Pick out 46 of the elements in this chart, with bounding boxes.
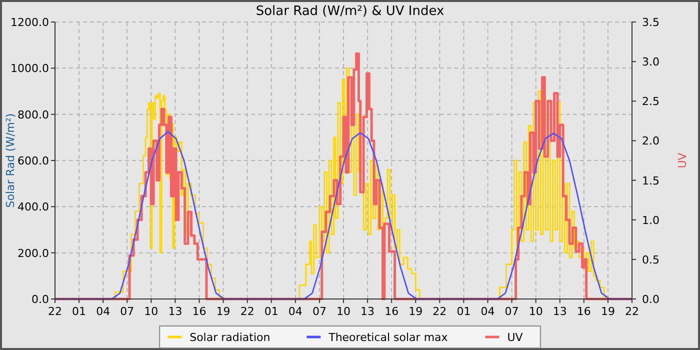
y2-tick-label: 0.5 [642,253,660,266]
y-tick-label: 1000.0 [10,62,49,76]
x-tick-label: 19 [216,305,230,318]
x-tick-label: 19 [600,305,615,318]
y2-tick-label: 1.0 [642,214,660,227]
x-tick-label: 16 [192,305,206,318]
legend-label: Theoretical solar max [328,331,448,344]
y2-tick-label: 3.0 [642,56,660,69]
y-tick-label: 0.0 [32,293,49,306]
y-tick-label: 400.0 [18,200,49,214]
x-tick-label: 10 [528,305,543,318]
x-tick-label: 04 [480,305,495,318]
legend-label: UV [507,331,524,344]
x-tick-label: 22 [625,305,639,318]
x-tick-label: 10 [144,305,158,318]
x-tick-label: 04 [288,305,302,318]
x-tick-label: 22 [48,305,62,318]
x-tick-label: 16 [384,305,399,318]
x-tick-label: 13 [360,305,375,318]
x-tick-label: 22 [432,305,447,318]
y2-tick-label: 3.5 [642,16,660,29]
y-tick-label: 800.0 [18,108,49,122]
y2-axis-title: UV [676,152,689,168]
x-tick-label: 01 [264,305,278,318]
y-tick-label: 600.0 [18,154,49,168]
x-tick-label: 01 [72,305,86,318]
y2-tick-label: 1.5 [642,174,660,188]
x-tick-label: 07 [312,305,326,318]
x-tick-label: 04 [96,305,110,318]
x-tick-label: 07 [120,305,134,318]
chart-title: Solar Rad (W/m²) & UV Index [256,4,444,19]
x-tick-label: 19 [408,305,423,318]
y-axis-title: Solar Rad (W/m²) [4,113,17,208]
y-tick-label: 1200.0 [10,16,49,29]
x-tick-label: 13 [552,305,567,318]
x-tick-label: 10 [336,305,350,318]
x-tick-label: 16 [576,305,591,318]
y-tick-label: 200.0 [18,246,49,260]
y2-tick-label: 0.0 [642,293,660,306]
legend-label: Solar radiation [190,331,270,344]
x-tick-label: 13 [168,305,182,318]
y2-tick-label: 2.0 [642,134,660,148]
x-tick-label: 07 [504,305,519,318]
y2-tick-label: 2.5 [642,95,660,108]
x-tick-label: 01 [456,305,471,318]
x-tick-label: 22 [240,305,254,318]
